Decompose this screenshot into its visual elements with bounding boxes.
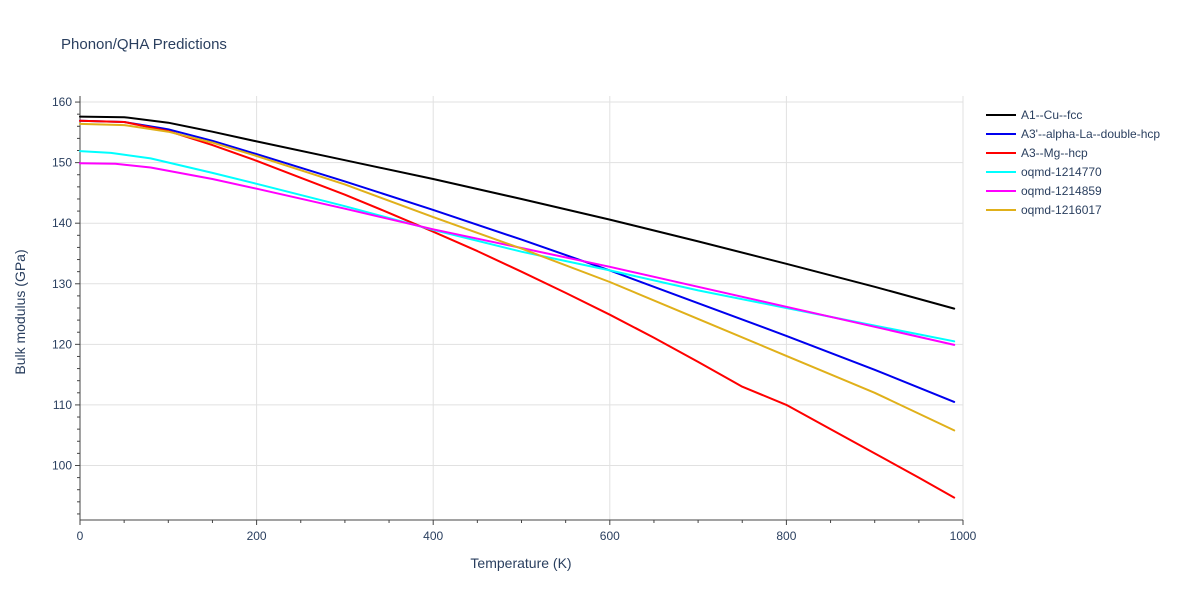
x-axis-title: Temperature (K) [470,555,571,571]
y-tick-label: 130 [52,277,72,291]
grid [80,96,964,520]
x-tick-label: 1000 [950,529,977,543]
series-line-a3-alpha-la-double-hcp[interactable] [79,119,956,403]
y-tick-label: 160 [52,95,72,109]
series-line-oqmd-1214859[interactable] [79,162,956,346]
axes: 0 200 400 600 800 1000 100 110 120 130 140 150 160 [52,95,977,543]
legend-label: oqmd-1214859 [1021,184,1102,198]
legend-label: oqmd-1214770 [1021,165,1102,179]
x-tick-label: 400 [423,529,443,543]
legend-label: A3--Mg--hcp [1021,146,1088,160]
series-line-a3-mg-hcp[interactable] [79,119,956,499]
y-tick-label: 120 [52,337,72,351]
legend-label: oqmd-1216017 [1021,203,1102,217]
legend: A1--Cu--fcc A3'--alpha-La--double-hcp A3--… [986,108,1160,217]
y-tick-label: 140 [52,216,72,230]
x-tick-label: 600 [600,529,620,543]
legend-label: A3'--alpha-La--double-hcp [1021,127,1160,141]
series-line-a1-cu-fcc[interactable] [79,115,956,310]
legend-item[interactable]: A3'--alpha-La--double-hcp [986,127,1160,141]
y-axis-title: Bulk modulus (GPa) [12,249,28,374]
x-tick-label: 200 [247,529,267,543]
legend-item[interactable]: oqmd-1214770 [986,165,1102,179]
chart-title: Phonon/QHA Predictions [61,36,227,53]
y-tick-label: 100 [52,458,72,472]
legend-item[interactable]: A3--Mg--hcp [986,146,1088,160]
x-tick-label: 800 [776,529,796,543]
series-line-oqmd-1216017[interactable] [79,122,956,432]
x-tick-label: 0 [77,529,84,543]
legend-item[interactable]: oqmd-1214859 [986,184,1102,198]
legend-item[interactable]: oqmd-1216017 [986,203,1102,217]
y-tick-label: 110 [53,398,72,412]
legend-item[interactable]: A1--Cu--fcc [986,108,1082,122]
legend-label: A1--Cu--fcc [1021,108,1082,122]
plot-area [79,115,956,499]
y-tick-label: 150 [52,156,72,170]
